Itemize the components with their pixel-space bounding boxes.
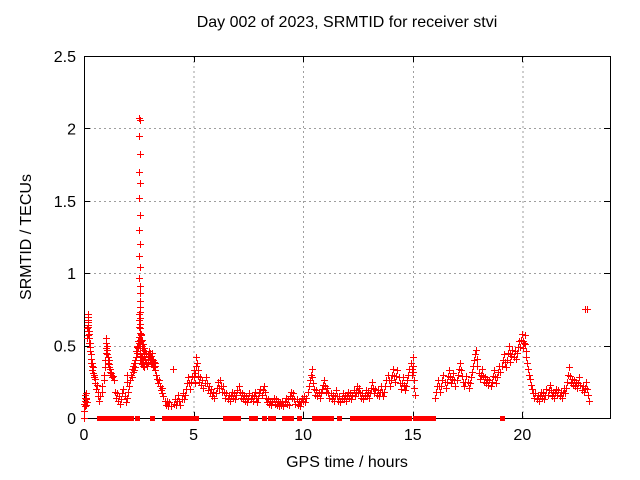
y-tick-label: 1 bbox=[67, 266, 76, 283]
scatter-square-markers bbox=[97, 416, 505, 421]
y-tick-label: 0.5 bbox=[54, 339, 76, 356]
scatter-plus-markers bbox=[81, 115, 593, 422]
x-tick-label: 5 bbox=[189, 427, 198, 444]
x-tick-label: 10 bbox=[294, 427, 312, 444]
chart-title: Day 002 of 2023, SRMTID for receiver stv… bbox=[196, 14, 498, 31]
x-tick-label: 15 bbox=[404, 427, 422, 444]
x-axis-label: GPS time / hours bbox=[286, 454, 408, 471]
y-tick-label: 0 bbox=[67, 411, 76, 428]
y-tick-label: 2.5 bbox=[54, 49, 76, 66]
y-tick-label: 2 bbox=[67, 121, 76, 138]
x-tick-label: 0 bbox=[80, 427, 89, 444]
x-tick-label: 20 bbox=[513, 427, 531, 444]
axis-ticks bbox=[84, 56, 610, 419]
plot-frame bbox=[84, 56, 611, 419]
y-tick-label: 1.5 bbox=[54, 194, 76, 211]
